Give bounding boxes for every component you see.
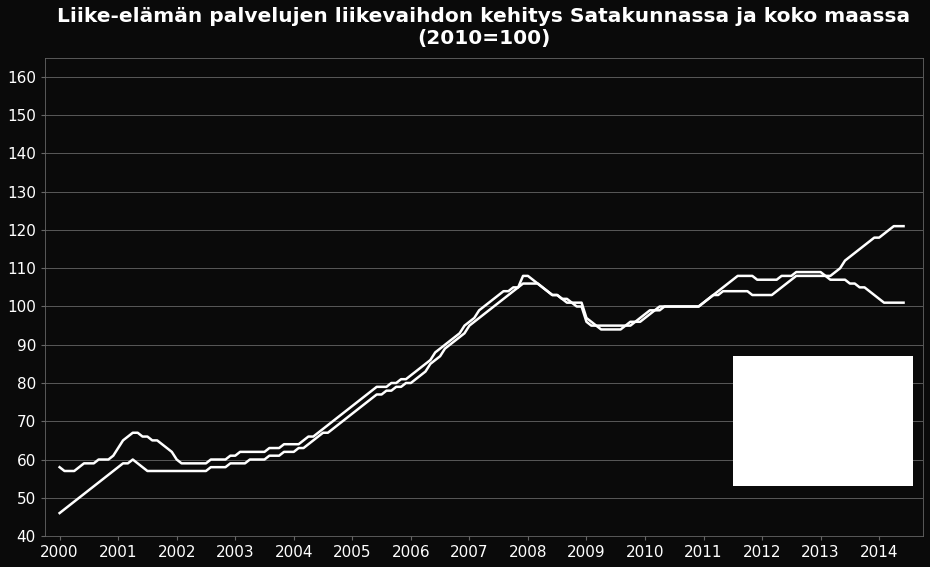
FancyBboxPatch shape [733,356,913,486]
Title: Liike-elämän palvelujen liikevaihdon kehitys Satakunnassa ja koko maassa
(2010=1: Liike-elämän palvelujen liikevaihdon keh… [58,7,910,48]
